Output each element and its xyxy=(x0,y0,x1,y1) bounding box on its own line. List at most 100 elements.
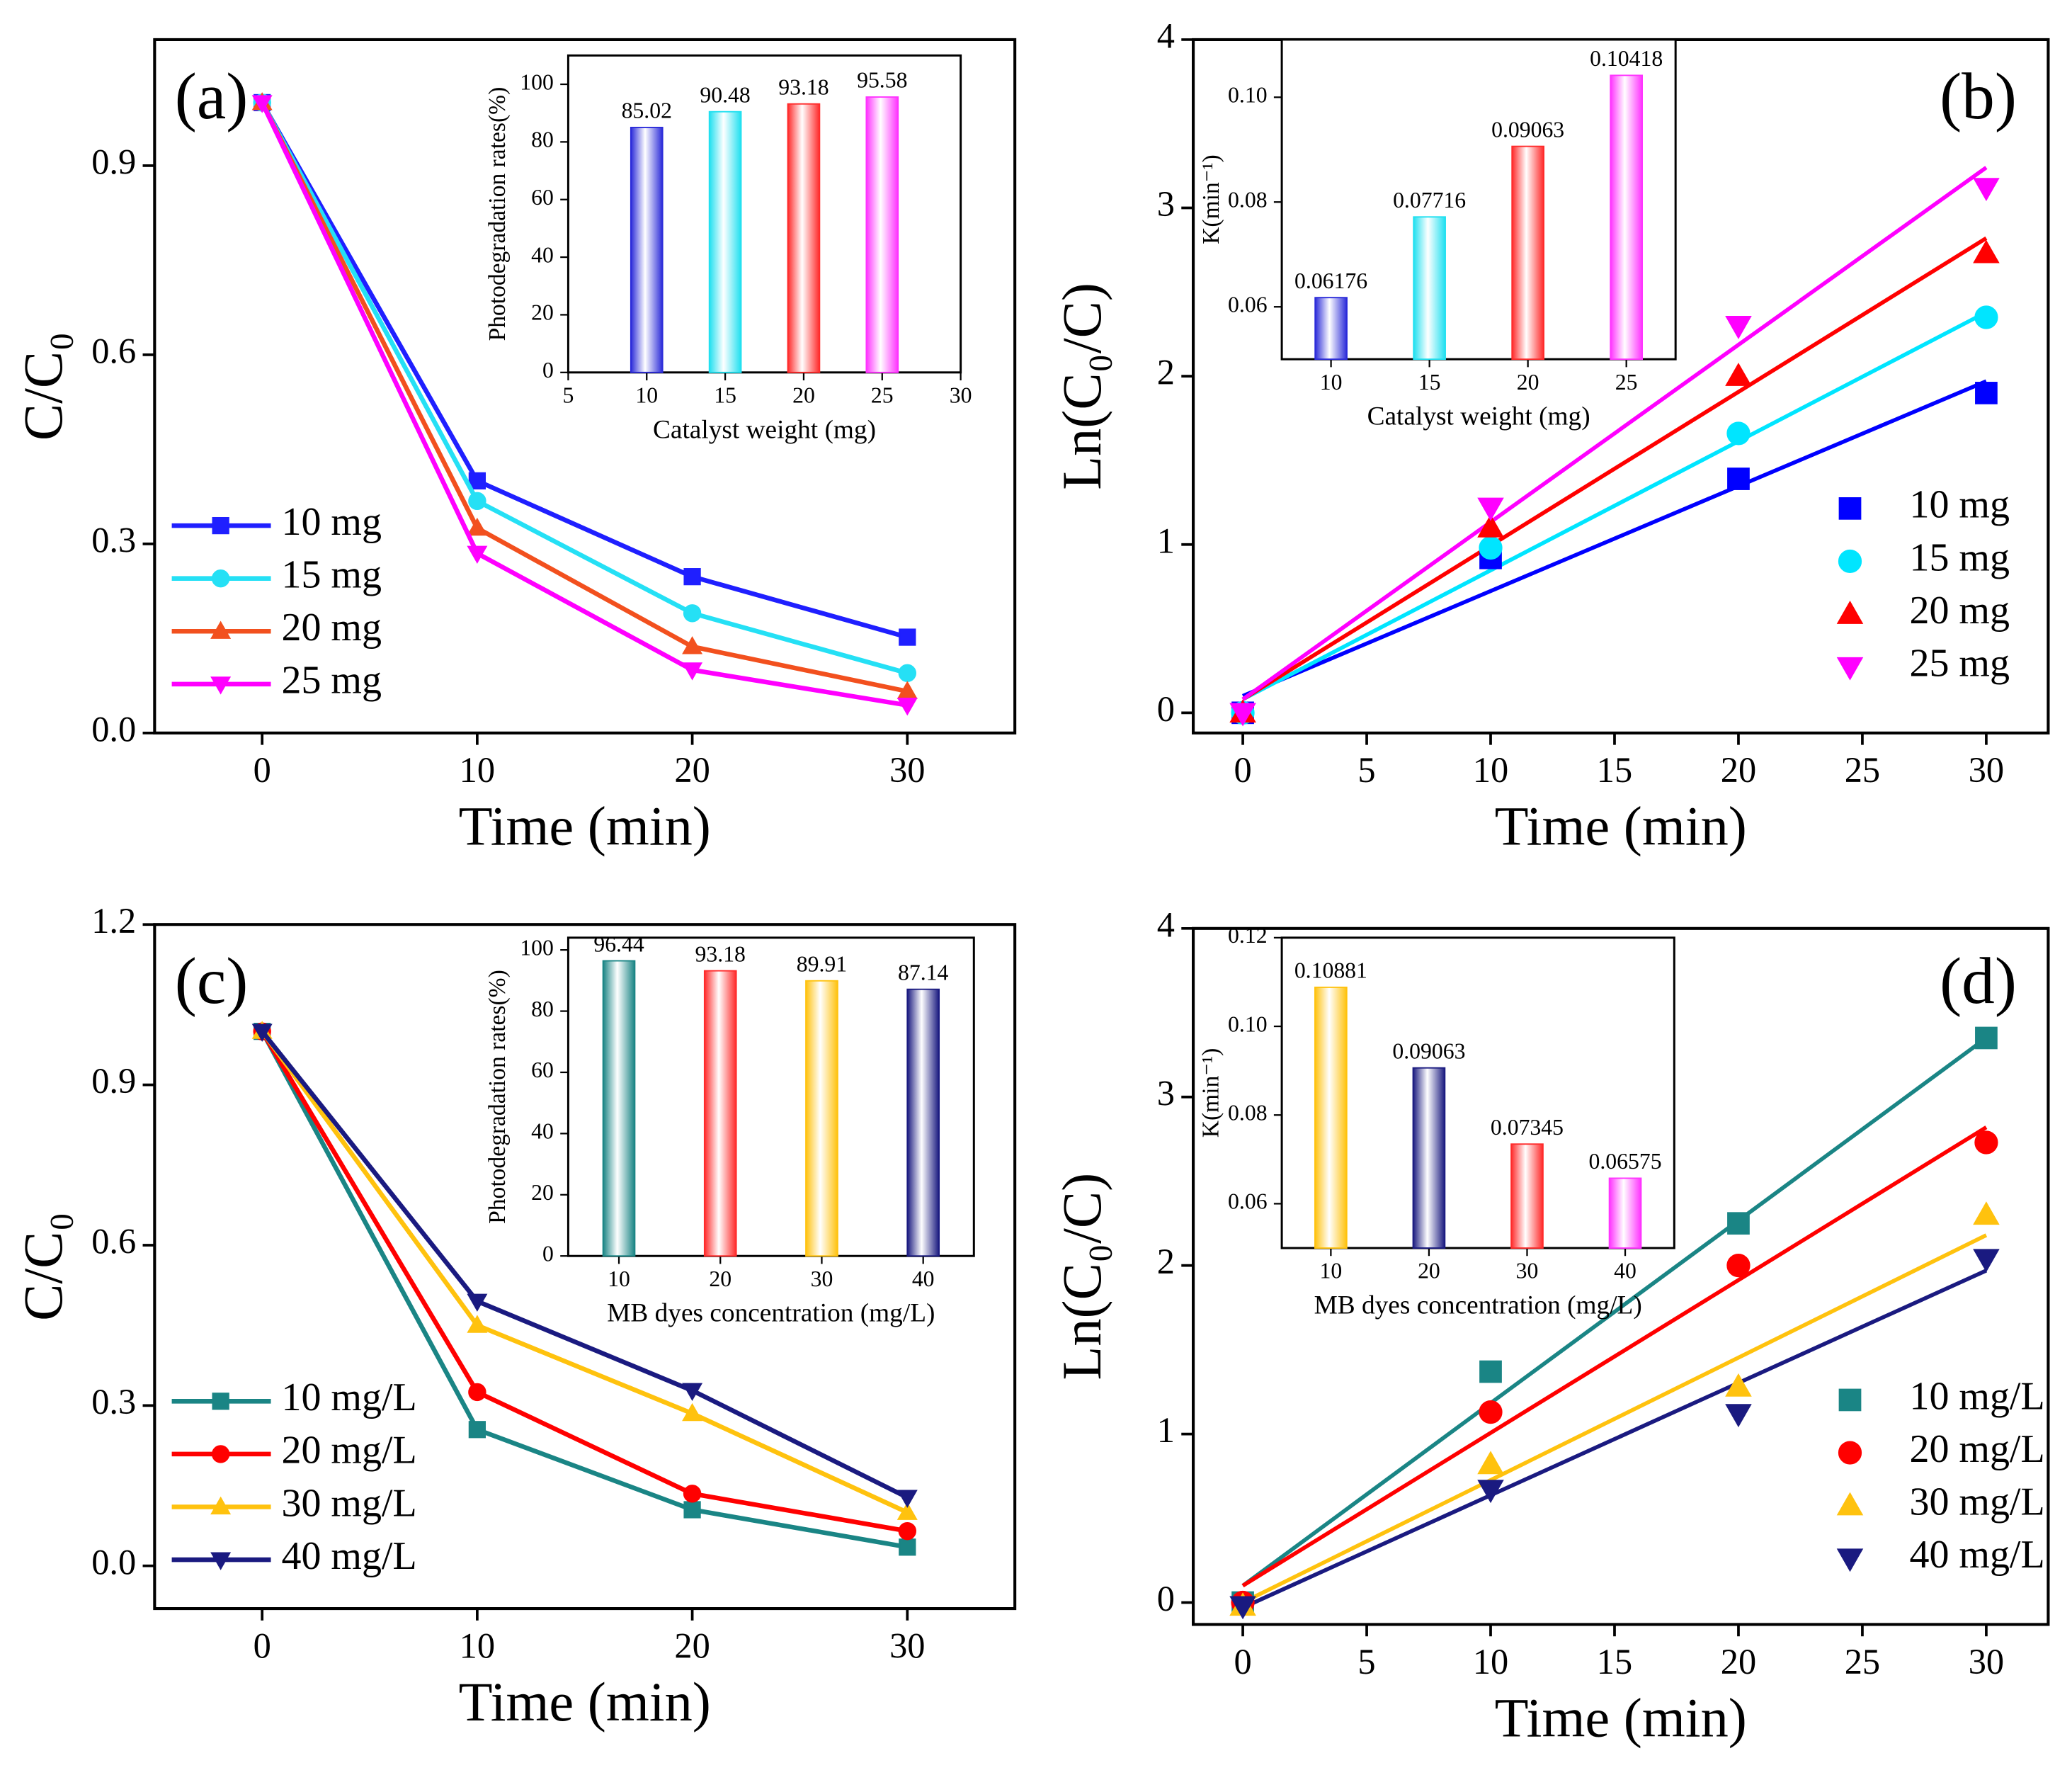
x-tick-label: 20 xyxy=(674,1626,710,1665)
y-tick-label: 0.12 xyxy=(1228,923,1268,948)
y-axis-title: C/C₀ xyxy=(12,332,74,441)
y-tick-label: 0.3 xyxy=(91,520,136,560)
marker xyxy=(1479,1360,1502,1383)
x-tick-label: 10 xyxy=(1473,750,1508,790)
marker xyxy=(898,664,916,682)
x-tick-label: 10 xyxy=(460,1626,495,1665)
fit-line xyxy=(1241,310,1988,701)
legend-marker xyxy=(212,1393,229,1410)
y-tick-label: 0 xyxy=(542,1242,554,1266)
x-tick-label: 10 xyxy=(635,383,658,408)
marker xyxy=(467,1293,488,1312)
x-tick-label: 15 xyxy=(1597,1642,1632,1682)
marker xyxy=(1974,1130,1998,1155)
legend-label: 15 mg xyxy=(281,553,381,597)
marker xyxy=(1477,1451,1504,1475)
x-tick-label: 30 xyxy=(1969,750,2004,790)
value-label: 90.48 xyxy=(700,83,750,108)
marker xyxy=(683,1501,701,1519)
marker xyxy=(1973,239,2000,263)
x-tick-label: 10 xyxy=(460,750,495,790)
series-line xyxy=(260,1030,909,1515)
marker xyxy=(1973,1201,2000,1225)
legend-label: 40 mg/L xyxy=(1909,1533,2044,1577)
marker xyxy=(1973,1249,2000,1273)
x-axis-title: MB dyes concentration (mg/L) xyxy=(1314,1291,1642,1320)
value-label: 96.44 xyxy=(593,931,644,956)
x-tick-label: 20 xyxy=(1418,1259,1440,1283)
x-axis-title: Time (min) xyxy=(459,795,711,857)
plot-frame xyxy=(153,38,1017,735)
bar xyxy=(1314,986,1348,1249)
y-tick-label: 40 xyxy=(531,1119,554,1144)
bar xyxy=(1610,74,1643,361)
bar xyxy=(1510,1143,1544,1249)
y-tick-label: 3 xyxy=(1157,1073,1175,1113)
y-tick-label: 0.6 xyxy=(91,1222,136,1261)
fit-line xyxy=(1241,379,1988,698)
value-label: 87.14 xyxy=(898,960,949,985)
x-tick-label: 30 xyxy=(889,1626,925,1665)
x-tick-label: 10 xyxy=(608,1266,630,1291)
y-tick-label: 60 xyxy=(531,1057,554,1082)
value-label: 0.07345 xyxy=(1491,1115,1564,1140)
marker xyxy=(1975,382,1998,404)
marker xyxy=(898,1521,916,1541)
marker xyxy=(682,1402,703,1422)
x-tick-label: 30 xyxy=(1516,1259,1539,1283)
y-tick-label: 100 xyxy=(520,69,554,94)
marker xyxy=(468,492,486,511)
y-tick-label: 40 xyxy=(531,242,554,267)
y-tick-label: 0.08 xyxy=(1228,1101,1268,1125)
marker xyxy=(1973,178,2000,202)
marker xyxy=(682,636,703,654)
x-tick-label: 30 xyxy=(889,750,925,790)
marker xyxy=(899,1538,916,1556)
panel-label: (b) xyxy=(1940,60,2017,133)
marker xyxy=(1477,514,1504,538)
legend-label: 10 mg xyxy=(281,500,381,544)
y-tick-label: 0.10 xyxy=(1228,83,1268,108)
legend-marker xyxy=(212,516,229,535)
fit-line xyxy=(1241,166,1988,701)
marker xyxy=(1479,535,1503,560)
bar xyxy=(703,970,737,1257)
marker xyxy=(683,568,701,586)
y-tick-label: 0.0 xyxy=(91,1542,136,1582)
y-tick-label: 0.6 xyxy=(91,331,136,370)
y-tick-label: 80 xyxy=(531,127,554,152)
x-axis-title: Catalyst weight (mg) xyxy=(653,415,876,444)
marker xyxy=(1726,1254,1751,1278)
x-tick-label: 10 xyxy=(1320,1259,1343,1283)
y-axis-title: C/C₀ xyxy=(12,1212,74,1321)
x-tick-label: 10 xyxy=(1473,1642,1508,1682)
y-tick-label: 0.3 xyxy=(91,1382,136,1422)
x-axis-title: Catalyst weight (mg) xyxy=(1367,402,1590,431)
series-line xyxy=(260,101,908,708)
bar xyxy=(1608,1177,1642,1249)
marker xyxy=(1477,1480,1504,1504)
x-tick-label: 5 xyxy=(562,383,574,408)
legend-marker xyxy=(1838,1441,1862,1465)
marker xyxy=(1479,1400,1503,1424)
x-tick-label: 0 xyxy=(1234,1642,1251,1682)
marker xyxy=(1477,497,1504,521)
series-line xyxy=(260,1030,909,1500)
legend-marker xyxy=(210,1496,232,1515)
marker xyxy=(468,1383,486,1402)
y-tick-label: 0 xyxy=(1157,689,1175,729)
x-tick-label: 20 xyxy=(1517,370,1539,395)
y-axis-title: Ln(C₀/C) xyxy=(1051,1173,1112,1380)
marker xyxy=(1725,316,1752,339)
x-tick-label: 20 xyxy=(709,1266,732,1291)
value-label: 85.02 xyxy=(622,98,672,123)
bar xyxy=(602,960,636,1257)
value-label: 93.18 xyxy=(778,75,829,100)
bar xyxy=(1314,297,1348,361)
marker xyxy=(683,1485,702,1503)
legend-marker xyxy=(1838,549,1862,574)
x-tick-label: 30 xyxy=(811,1266,833,1291)
series-line xyxy=(260,101,908,694)
value-label: 0.06575 xyxy=(1588,1149,1661,1174)
y-tick-label: 4 xyxy=(1157,904,1175,944)
